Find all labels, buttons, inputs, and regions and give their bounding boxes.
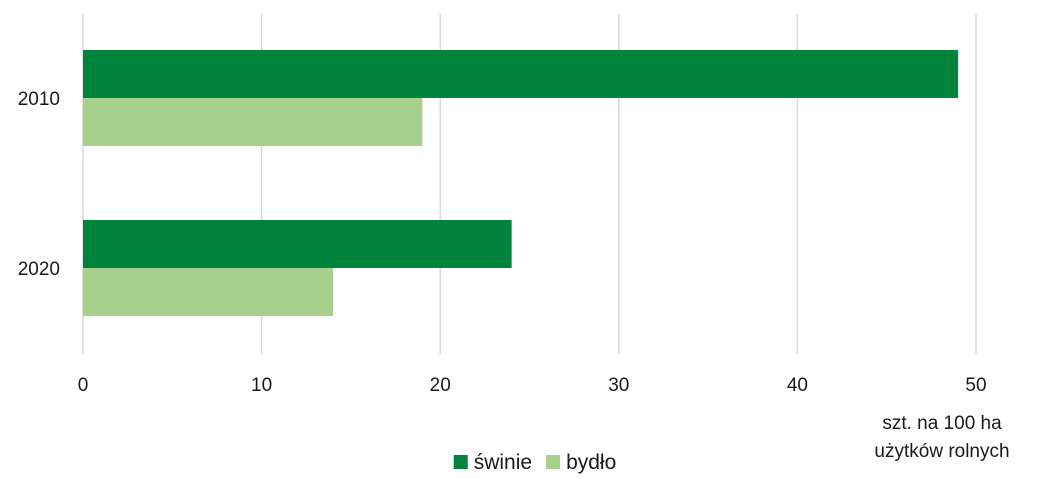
category-labels: 2010 2020 xyxy=(18,89,60,280)
bar-2020-series-1 xyxy=(83,268,334,316)
x-tick-label-10: 10 xyxy=(251,375,272,396)
x-tick-label-50: 50 xyxy=(965,375,986,396)
x-axis-unit-line-1: szt. na 100 ha xyxy=(882,413,1002,434)
category-label-2020: 2020 xyxy=(18,259,60,280)
legend-label-series-1: bydło xyxy=(566,451,616,474)
bars xyxy=(83,50,959,316)
x-axis-unit-line-2: użytków rolnych xyxy=(874,441,1009,462)
x-tick-label-40: 40 xyxy=(787,375,808,396)
bar-2010-series-1 xyxy=(83,98,423,146)
category-label-2010: 2010 xyxy=(18,89,60,110)
bar-2010-series-0 xyxy=(83,50,959,98)
bar-2020-series-0 xyxy=(83,220,512,268)
x-tick-label-30: 30 xyxy=(608,375,629,396)
legend-label-series-0: świnie xyxy=(474,451,532,474)
x-tick-labels: 0 10 20 30 40 50 xyxy=(78,375,987,396)
x-tick-label-20: 20 xyxy=(430,375,451,396)
legend: świnie bydło xyxy=(453,451,616,474)
x-axis-unit-label: szt. na 100 ha użytków rolnych xyxy=(874,413,1009,462)
legend-swatch-series-1 xyxy=(546,455,561,469)
x-tick-label-0: 0 xyxy=(78,375,89,396)
legend-swatch-series-0 xyxy=(453,455,468,469)
